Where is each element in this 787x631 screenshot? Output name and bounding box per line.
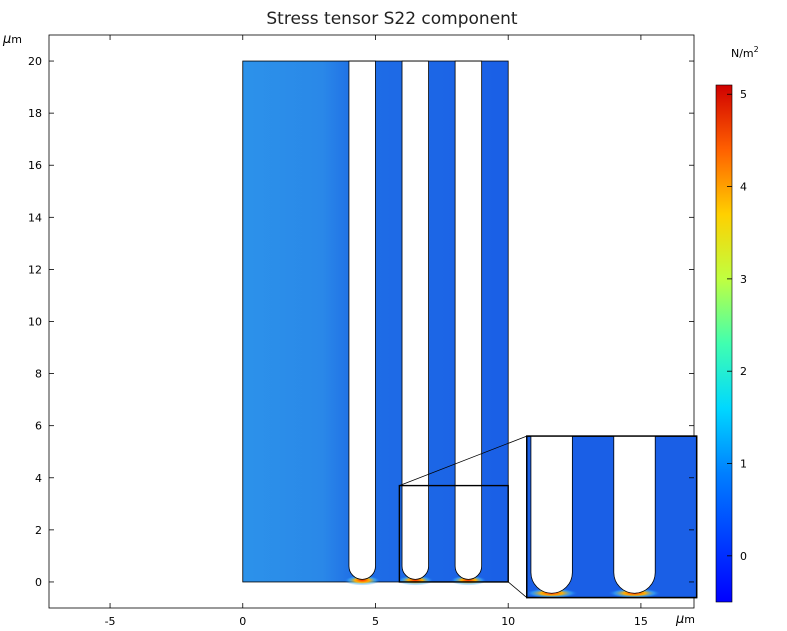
x-unit-m: m [684,613,695,626]
colorbar-ticks: 0 1 2 3 4 5 [727,88,747,563]
y-tick-label: 14 [28,211,42,224]
colorbar-unit-base: N/m [731,47,754,60]
y-tick-label: 10 [28,316,42,329]
chart-title: Stress tensor S22 component [266,9,518,29]
stress-field [242,60,509,586]
colorbar-tick-label: 3 [740,273,747,286]
x-tick-label: 15 [634,615,648,628]
slot-hotspot-1 [343,575,381,586]
x-unit-mu: μ [675,612,684,627]
colorbar [715,84,733,603]
slot-hotspot-2 [397,575,434,586]
colorbar-unit-exp: 2 [754,45,759,54]
zoom-source-box [398,484,509,583]
colorbar-tick-label: 4 [740,181,747,194]
zoom-inset [398,435,698,599]
colorbar-tick-label: 2 [740,365,747,378]
y-unit-m: m [11,33,22,46]
inset-slot-3 [613,435,656,594]
colorbar-tick-label: 0 [740,550,747,563]
inset-slot-2 [530,435,573,594]
x-tick-label: 5 [372,615,379,628]
x-tick-label: 10 [501,615,515,628]
y-tick-label: 4 [35,472,42,485]
x-tick-label: 0 [239,615,246,628]
zoom-inset-border [526,435,698,599]
slot-1 [348,60,376,580]
x-tick-label: -5 [105,615,116,628]
y-tick-label: 8 [35,368,42,381]
y-unit-mu: μ [2,32,11,47]
zoom-connector-bottom [507,581,528,598]
colorbar-tick-label: 5 [740,88,747,101]
slot-3 [454,60,483,580]
colorbar-tick-label: 1 [740,458,747,471]
axis-ticks: -5 0 5 10 15 0 2 4 6 8 10 12 14 16 18 20 [28,35,694,628]
y-tick-label: 0 [35,576,42,589]
slot-2 [401,60,429,580]
colorbar-unit: N/m2 [731,45,759,60]
zoom-connector-top [399,435,527,486]
y-tick-label: 16 [28,159,42,172]
y-tick-label: 20 [28,55,42,68]
y-tick-label: 12 [28,263,42,276]
y-tick-label: 2 [35,524,42,537]
slot-hotspot-3 [450,575,487,586]
y-tick-label: 6 [35,420,42,433]
x-axis-unit: μm [675,612,695,627]
y-axis-unit: μm [2,32,22,47]
y-tick-label: 18 [28,107,42,120]
